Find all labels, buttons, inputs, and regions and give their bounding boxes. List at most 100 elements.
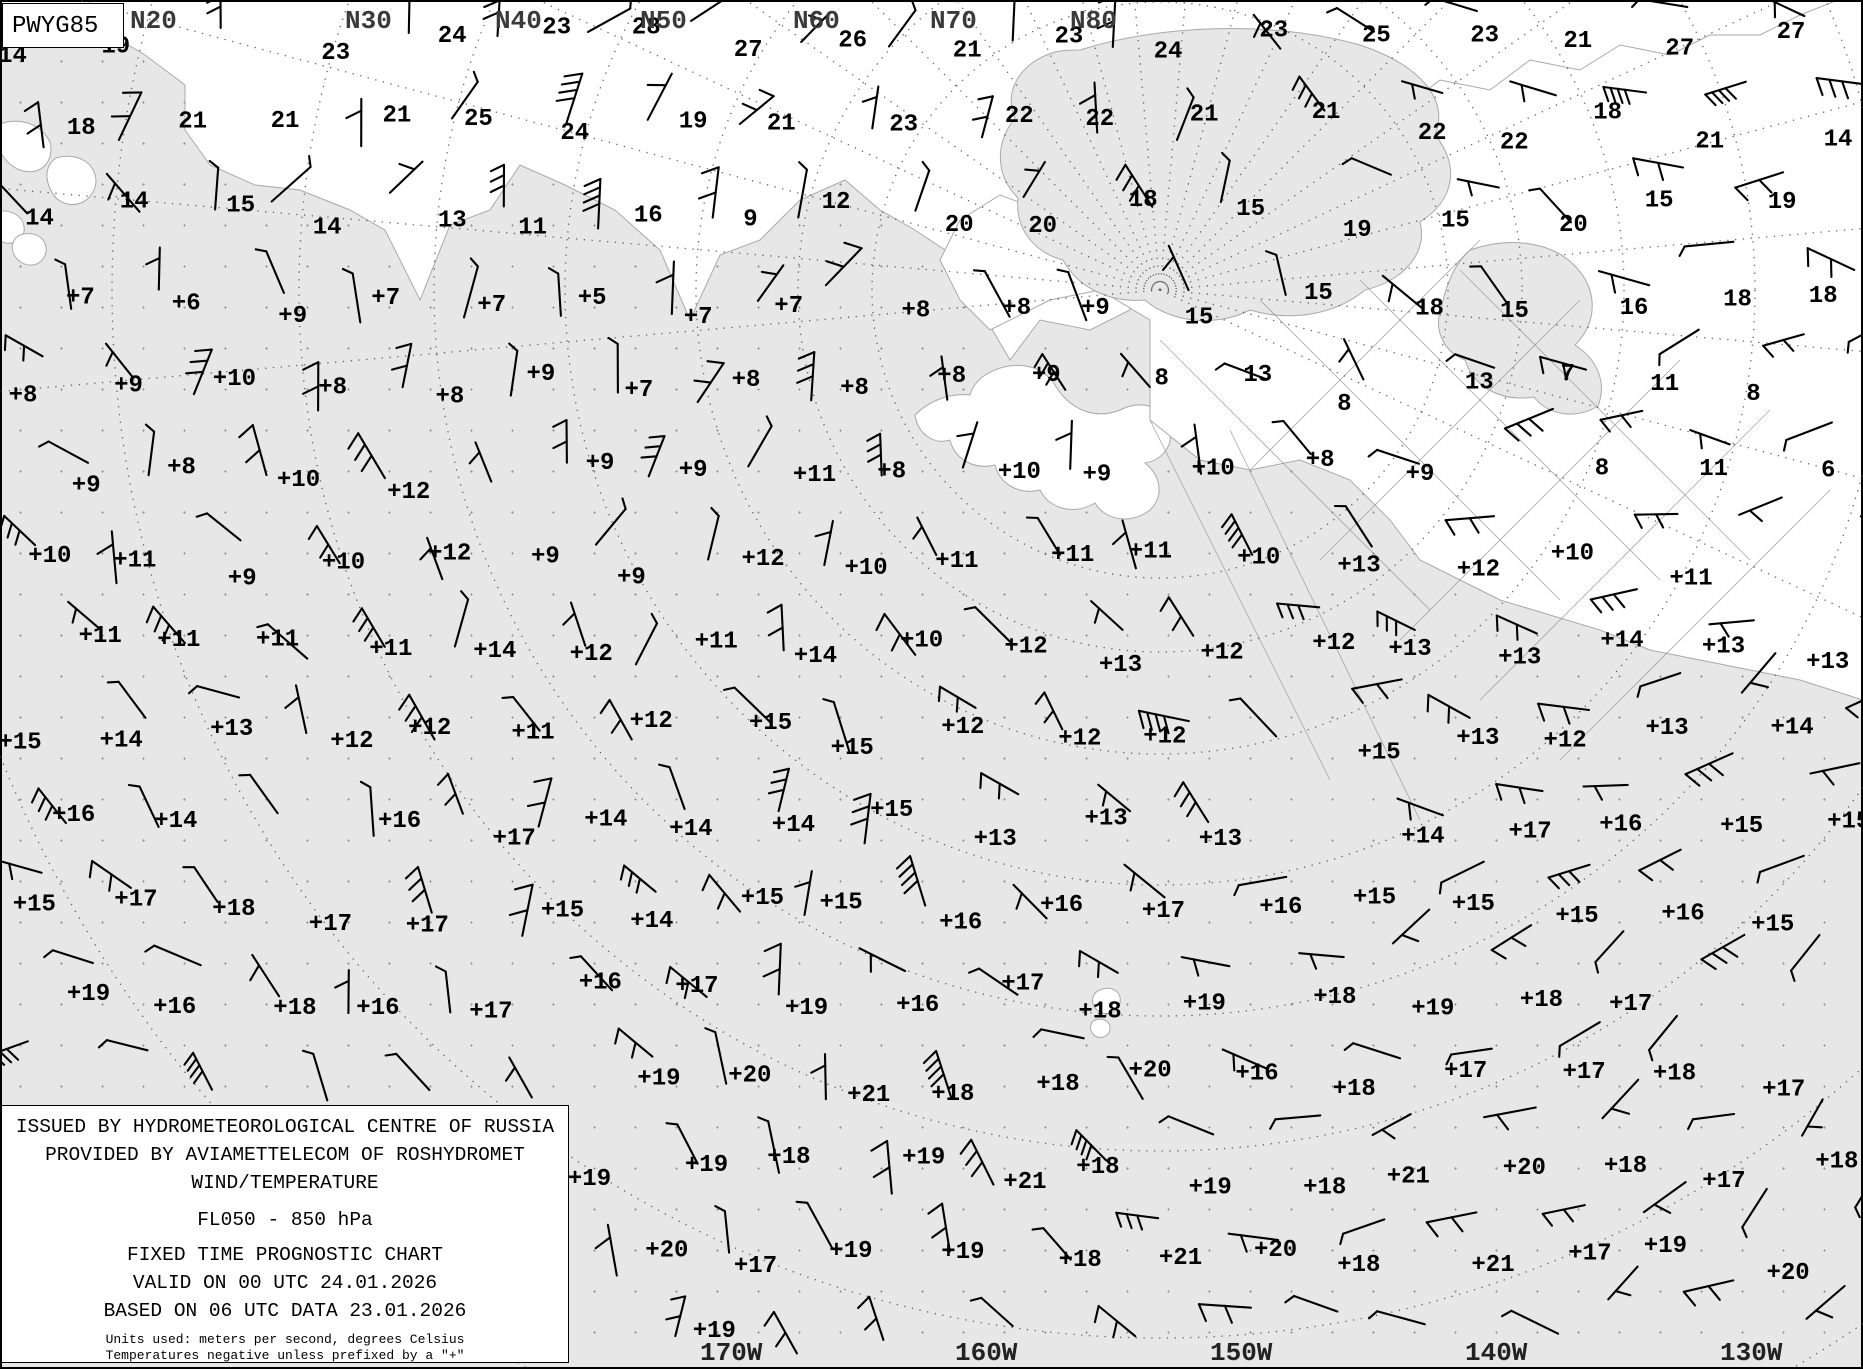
svg-text:+12: +12	[1143, 723, 1186, 750]
svg-text:+15: +15	[0, 802, 2, 829]
svg-text:19: 19	[1768, 189, 1797, 216]
svg-text:23: 23	[321, 40, 350, 67]
svg-text:+17: +17	[1142, 898, 1185, 925]
svg-text:15: 15	[1185, 305, 1214, 332]
svg-text:+15: +15	[541, 897, 584, 924]
svg-text:+17: +17	[1563, 1059, 1606, 1086]
svg-text:20: 20	[945, 212, 974, 239]
svg-text:+8: +8	[732, 367, 761, 394]
svg-text:+18: +18	[1059, 1247, 1102, 1274]
svg-text:+9: +9	[527, 361, 556, 388]
svg-text:8: 8	[1746, 381, 1760, 408]
svg-text:+17: +17	[1509, 819, 1552, 846]
svg-text:+15: +15	[1452, 891, 1495, 918]
svg-text:+19: +19	[829, 1238, 872, 1265]
svg-text:+17: +17	[1609, 991, 1652, 1018]
svg-text:+18: +18	[931, 1081, 974, 1108]
svg-text:+14: +14	[473, 638, 516, 665]
svg-text:+15: +15	[1827, 809, 1863, 836]
svg-text:+10: +10	[900, 628, 943, 655]
svg-text:+9: +9	[1081, 295, 1110, 322]
svg-text:12: 12	[822, 189, 851, 216]
svg-text:26: 26	[838, 28, 867, 55]
svg-text:+17: +17	[469, 999, 512, 1026]
svg-text:14: 14	[1824, 127, 1853, 154]
svg-text:+15: +15	[0, 730, 42, 757]
svg-text:+11: +11	[1129, 538, 1172, 565]
svg-text:+19: +19	[1183, 991, 1226, 1018]
svg-text:15: 15	[1645, 187, 1674, 214]
svg-text:27: 27	[1777, 19, 1806, 46]
svg-text:+14: +14	[1401, 824, 1444, 851]
svg-text:15: 15	[1500, 298, 1529, 325]
svg-text:+17: +17	[309, 911, 352, 938]
svg-text:20: 20	[1559, 212, 1588, 239]
svg-text:+17: +17	[493, 826, 536, 853]
svg-text:+7: +7	[66, 285, 95, 312]
svg-text:18: 18	[1809, 283, 1838, 310]
svg-text:21: 21	[178, 109, 207, 136]
svg-text:27: 27	[734, 37, 763, 64]
svg-text:16: 16	[1620, 295, 1649, 322]
svg-text:21: 21	[1190, 102, 1219, 129]
svg-text:+7: +7	[625, 377, 654, 404]
svg-text:23: 23	[1259, 18, 1288, 45]
svg-text:25: 25	[1362, 22, 1391, 49]
svg-text:+15: +15	[1358, 740, 1401, 767]
svg-text:+19: +19	[785, 995, 828, 1022]
svg-text:+13: +13	[1498, 645, 1541, 672]
svg-text:+15: +15	[831, 735, 874, 762]
svg-text:22: 22	[1500, 130, 1529, 157]
svg-text:+11: +11	[1051, 542, 1094, 569]
svg-text:+18: +18	[1604, 1153, 1647, 1180]
svg-text:+10: +10	[998, 459, 1041, 486]
svg-text:+14: +14	[772, 812, 815, 839]
svg-text:11: 11	[1650, 371, 1679, 398]
svg-text:+10: +10	[845, 555, 888, 582]
svg-text:+20: +20	[1767, 1260, 1810, 1287]
svg-text:22: 22	[1418, 120, 1447, 147]
svg-text:+10: +10	[277, 467, 320, 494]
svg-text:+14: +14	[794, 643, 837, 670]
svg-text:13: 13	[1243, 362, 1272, 389]
svg-text:+15: +15	[870, 797, 913, 824]
svg-text:27: 27	[1665, 36, 1694, 63]
svg-text:21: 21	[1312, 99, 1341, 126]
svg-text:+9: +9	[278, 303, 307, 330]
svg-text:21: 21	[1695, 129, 1724, 156]
svg-text:+18: +18	[1653, 1060, 1696, 1087]
svg-text:11: 11	[518, 215, 547, 242]
svg-text:+12: +12	[742, 546, 785, 573]
svg-text:+11: +11	[695, 629, 738, 656]
svg-text:+13: +13	[1456, 725, 1499, 752]
svg-text:+12: +12	[330, 728, 373, 755]
svg-text:+14: +14	[1600, 627, 1643, 654]
svg-text:+13: +13	[1199, 826, 1242, 853]
svg-text:+9: +9	[586, 450, 615, 477]
svg-text:+16: +16	[1235, 1060, 1278, 1087]
svg-text:24: 24	[1154, 38, 1183, 65]
svg-text:+12: +12	[1544, 728, 1587, 755]
svg-text:21: 21	[383, 103, 412, 130]
svg-text:22: 22	[1005, 103, 1034, 130]
svg-text:+17: +17	[1444, 1058, 1487, 1085]
svg-text:+10: +10	[1551, 541, 1594, 568]
svg-text:8: 8	[1337, 391, 1351, 418]
svg-text:+9: +9	[1406, 461, 1435, 488]
svg-text:+18: +18	[1520, 987, 1563, 1014]
svg-text:11: 11	[1699, 456, 1728, 483]
svg-text:+18: +18	[1303, 1175, 1346, 1202]
svg-text:+17: +17	[1702, 1168, 1745, 1195]
svg-text:18: 18	[1723, 287, 1752, 314]
svg-text:+15: +15	[1555, 903, 1598, 930]
svg-text:+17: +17	[734, 1253, 777, 1280]
svg-text:+18: +18	[1036, 1071, 1079, 1098]
svg-text:+18: +18	[1337, 1252, 1380, 1279]
svg-text:+12: +12	[1004, 634, 1047, 661]
svg-text:8: 8	[1595, 456, 1609, 483]
svg-text:+11: +11	[157, 627, 200, 654]
svg-text:+8: +8	[1306, 447, 1335, 474]
svg-text:15: 15	[1441, 207, 1470, 234]
svg-text:23: 23	[889, 112, 918, 139]
svg-text:+9: +9	[228, 565, 257, 592]
